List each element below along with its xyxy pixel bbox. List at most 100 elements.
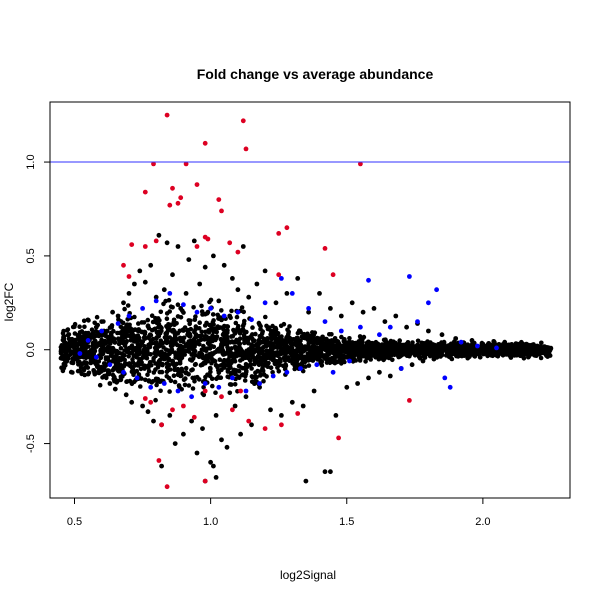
data-point-series-2 — [238, 388, 244, 394]
cloud-point — [264, 355, 270, 361]
cloud-point — [519, 345, 524, 350]
data-point-series-0 — [208, 459, 214, 465]
cloud-point — [375, 343, 380, 349]
x-tick-label: 1.0 — [203, 516, 218, 528]
cloud-point — [437, 348, 443, 353]
cloud-point — [351, 341, 357, 346]
data-point-series-2 — [279, 422, 284, 428]
data-point-series-0 — [469, 338, 475, 343]
cloud-point — [347, 339, 352, 345]
cloud-point — [166, 358, 172, 363]
cloud-point — [376, 350, 382, 355]
cloud-point — [153, 367, 158, 372]
data-point-series-1 — [221, 313, 227, 319]
cloud-point — [225, 330, 230, 336]
cloud-point — [415, 338, 421, 344]
cloud-point — [224, 324, 230, 329]
cloud-point — [371, 349, 376, 354]
data-point-series-1 — [85, 338, 91, 343]
cloud-point — [467, 354, 472, 360]
cloud-point — [181, 328, 186, 333]
cloud-point — [214, 334, 220, 339]
cloud-point — [442, 343, 448, 348]
data-point-series-1 — [93, 354, 99, 360]
cloud-point — [393, 345, 398, 350]
cloud-point — [170, 359, 176, 365]
cloud-point — [534, 352, 539, 358]
cloud-point — [341, 339, 347, 344]
cloud-point — [335, 340, 340, 346]
cloud-point — [225, 357, 231, 363]
cloud-point — [234, 368, 239, 373]
data-point-series-0 — [197, 281, 203, 287]
data-point-series-2 — [178, 195, 184, 201]
data-point-series-0 — [420, 358, 426, 364]
cloud-point — [190, 340, 196, 346]
cloud-point — [70, 360, 76, 366]
cloud-point — [187, 345, 193, 350]
cloud-point — [207, 322, 212, 328]
cloud-point — [110, 372, 116, 378]
cloud-point — [122, 357, 127, 363]
data-point-series-0 — [186, 257, 192, 262]
cloud-point — [354, 351, 360, 357]
data-point-series-0 — [227, 313, 233, 319]
data-point-series-2 — [151, 161, 156, 167]
data-point-series-1 — [330, 369, 336, 375]
data-point-series-1 — [115, 321, 121, 326]
cloud-point — [197, 320, 202, 326]
cloud-point — [118, 324, 124, 330]
cloud-point — [232, 382, 238, 387]
data-point-series-0 — [279, 413, 284, 418]
cloud-point — [269, 345, 275, 350]
cloud-point — [165, 368, 171, 373]
cloud-point — [258, 355, 263, 361]
cloud-point — [113, 364, 118, 369]
cloud-point — [183, 348, 189, 354]
cloud-point — [283, 362, 289, 368]
y-axis-label: log2FC — [2, 282, 16, 321]
cloud-point — [512, 348, 517, 354]
cloud-point — [154, 329, 160, 335]
data-point-series-1 — [175, 388, 181, 394]
cloud-point — [192, 362, 198, 368]
cloud-point — [134, 351, 139, 356]
data-point-series-0 — [216, 298, 222, 304]
cloud-point — [491, 339, 497, 344]
cloud-point — [234, 314, 240, 320]
cloud-point — [142, 334, 148, 340]
data-point-series-0 — [295, 276, 301, 281]
cloud-point — [151, 358, 156, 364]
data-point-series-2 — [175, 200, 181, 206]
cloud-point — [202, 360, 208, 366]
cloud-point — [199, 303, 204, 309]
cloud-point — [291, 337, 297, 342]
cloud-point — [90, 343, 96, 349]
cloud-point — [94, 314, 100, 320]
data-point-series-1 — [208, 306, 214, 311]
cloud-point — [190, 386, 196, 391]
cloud-point — [249, 342, 255, 347]
cloud-point — [92, 371, 98, 377]
cloud-point — [170, 329, 175, 334]
cloud-point — [93, 361, 98, 367]
cloud-point — [242, 378, 248, 383]
cloud-point — [168, 378, 174, 384]
cloud-point — [175, 342, 180, 348]
cloud-point — [177, 328, 183, 334]
cloud-point — [60, 356, 65, 361]
data-point-series-2 — [164, 484, 170, 490]
data-point-series-2 — [170, 407, 175, 413]
cloud-point — [132, 369, 137, 375]
data-point-series-0 — [121, 300, 126, 306]
data-point-series-0 — [102, 373, 107, 379]
cloud-point — [299, 353, 304, 359]
data-point-series-2 — [202, 140, 208, 146]
cloud-point — [229, 358, 234, 364]
cloud-point — [193, 324, 199, 329]
cloud-point — [196, 338, 201, 344]
cloud-point — [199, 309, 205, 314]
cloud-point — [191, 351, 196, 356]
cloud-point — [116, 369, 122, 374]
cloud-point — [282, 338, 288, 343]
